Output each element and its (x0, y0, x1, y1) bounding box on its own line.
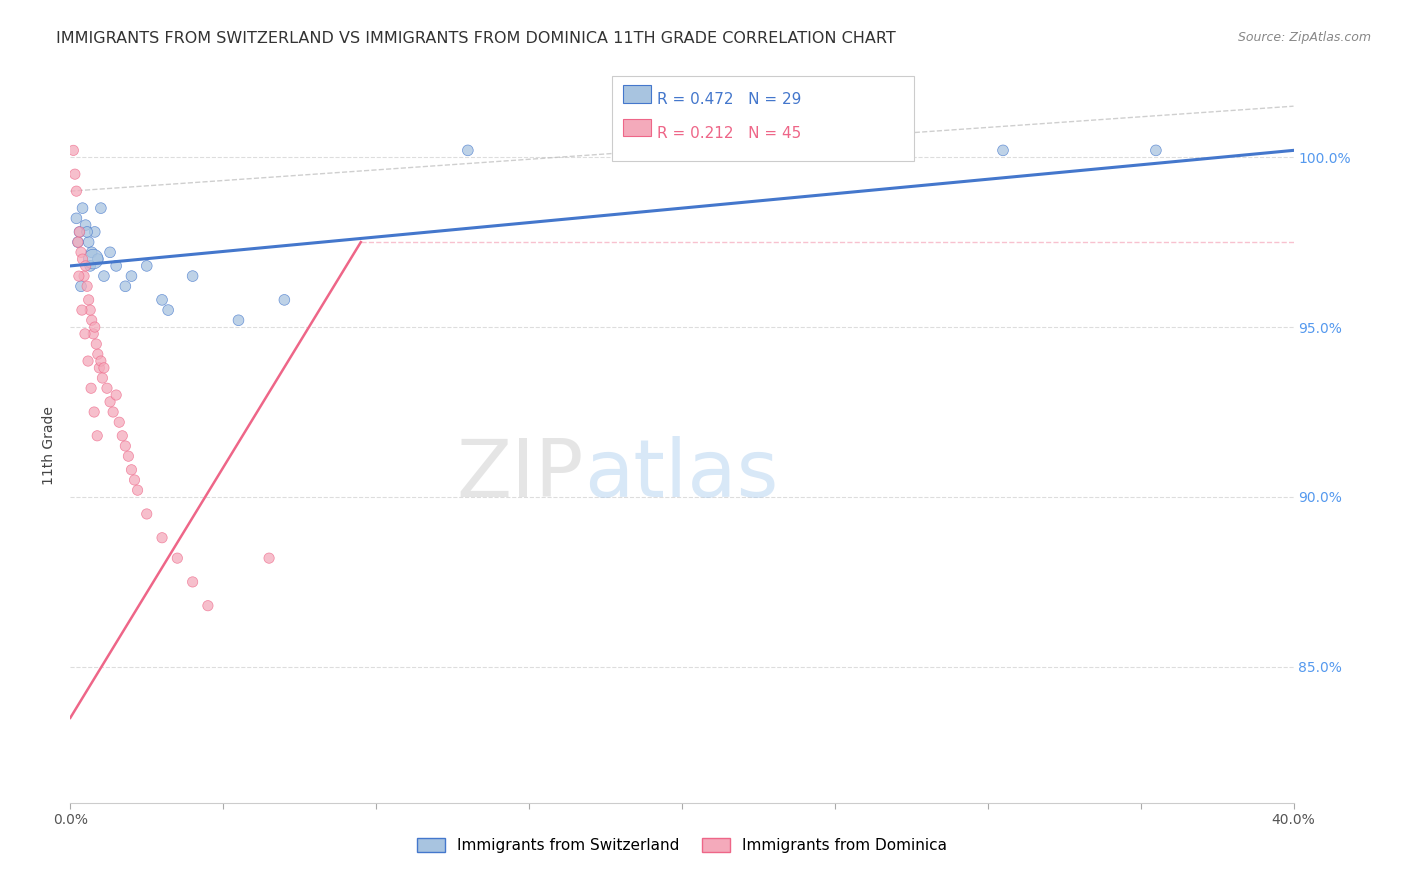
Point (83, 225, 105, 239)
Point (1144, 144, 1167, 158)
Point (70, 303, 93, 318)
Point (166, 551, 188, 566)
Point (87, 252, 110, 266)
Point (90, 201, 112, 215)
Point (75, 218, 97, 232)
Point (121, 463, 143, 477)
Point (89, 360, 111, 375)
Point (70, 279, 93, 293)
Point (72, 252, 94, 266)
Point (197, 599, 219, 613)
Point (114, 439, 136, 453)
Point (76, 279, 98, 293)
Point (117, 449, 139, 463)
Point (82, 252, 104, 266)
Point (93, 269, 115, 284)
Point (105, 388, 128, 402)
Point (991, 144, 1014, 158)
Point (76, 225, 98, 239)
Point (87, 347, 110, 361)
Point (181, 574, 204, 589)
Point (65, 211, 87, 226)
Point (80, 381, 103, 395)
Point (79, 259, 101, 273)
Point (91, 371, 114, 385)
Point (83, 320, 105, 334)
Point (70, 245, 93, 260)
Y-axis label: 11th Grade: 11th Grade (42, 407, 56, 485)
Point (72, 201, 94, 215)
Text: R = 0.212   N = 45: R = 0.212 N = 45 (657, 126, 801, 141)
Point (86, 429, 108, 443)
Point (124, 473, 146, 487)
Point (135, 259, 157, 273)
Point (90, 354, 112, 368)
Point (108, 415, 131, 429)
Point (75, 259, 97, 273)
Point (98, 245, 121, 260)
Point (824, 144, 846, 158)
Point (62, 144, 84, 158)
Point (111, 429, 134, 443)
Point (66, 235, 89, 249)
Point (79, 303, 101, 318)
Text: R = 0.472   N = 29: R = 0.472 N = 29 (657, 92, 801, 107)
Point (273, 293, 295, 307)
Point (181, 269, 204, 284)
Point (457, 144, 479, 158)
Point (77, 293, 100, 307)
Point (66, 235, 89, 249)
Point (157, 303, 180, 318)
Point (93, 360, 115, 375)
Point (83, 405, 105, 419)
Point (69, 225, 91, 239)
Point (65, 184, 87, 198)
Legend: Immigrants from Switzerland, Immigrants from Dominica: Immigrants from Switzerland, Immigrants … (411, 832, 953, 859)
Point (69, 225, 91, 239)
Point (63, 167, 86, 181)
Point (257, 551, 280, 566)
Point (77, 235, 100, 249)
Text: IMMIGRANTS FROM SWITZERLAND VS IMMIGRANTS FROM DOMINICA 11TH GRADE CORRELATION C: IMMIGRANTS FROM SWITZERLAND VS IMMIGRANT… (56, 31, 896, 46)
Point (80, 313, 103, 327)
Point (150, 531, 173, 545)
Point (67, 269, 90, 284)
Point (98, 394, 121, 409)
Point (80, 245, 103, 260)
Point (77, 354, 100, 368)
Point (73, 269, 96, 284)
Point (105, 259, 128, 273)
Text: Source: ZipAtlas.com: Source: ZipAtlas.com (1237, 31, 1371, 45)
Point (127, 483, 149, 498)
Point (96, 381, 118, 395)
Point (101, 405, 124, 419)
Text: ZIP: ZIP (457, 435, 583, 514)
Point (82, 326, 104, 341)
Point (121, 269, 143, 284)
Point (135, 507, 157, 521)
Point (73, 326, 96, 341)
Point (114, 279, 136, 293)
Point (84, 337, 107, 351)
Text: atlas: atlas (583, 435, 779, 514)
Point (150, 293, 173, 307)
Point (228, 313, 250, 327)
